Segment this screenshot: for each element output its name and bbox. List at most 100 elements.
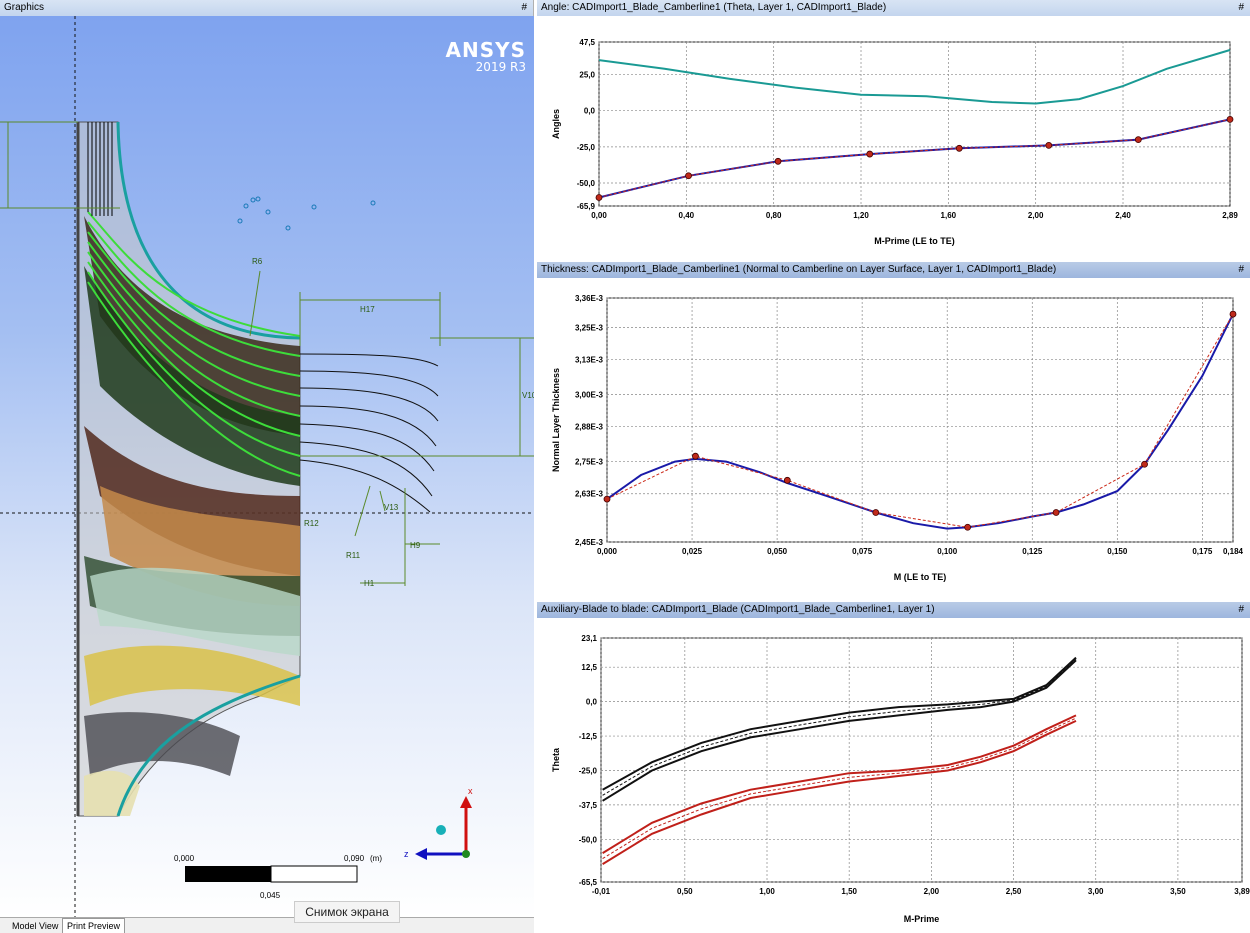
data-point [603,495,611,503]
data-point [1052,509,1060,516]
scale-start: 0,000 [174,854,195,863]
x-tick-label: 0,100 [937,547,958,556]
y-axis-label: Angles [551,109,561,139]
x-tick-label: 0,075 [852,547,873,556]
x-tick-label: 0,80 [766,211,782,220]
data-point [1226,115,1234,123]
y-tick-label: -50,0 [579,835,598,844]
x-tick-label: 1,20 [853,211,869,220]
y-tick-label: -25,0 [579,766,598,775]
graphics-titlebar: Graphics # [0,0,533,16]
x-tick-label: 0,000 [597,547,618,556]
thickness-chart-titlebar: Thickness: CADImport1_Blade_Camberline1 … [537,262,1250,278]
impeller-body [76,121,301,817]
data-point [692,452,699,460]
x-tick-label: -0,01 [592,887,611,896]
angle-chart-panel: Angle: CADImport1_Blade_Camberline1 (The… [537,0,1250,256]
data-point [964,523,972,531]
control-points [237,196,376,231]
blade-model-view[interactable]: R6 H17 V10 V13 R11 H9 H1 R12 x [0,16,534,918]
data-point [1229,310,1237,318]
tab-model-view[interactable]: Model View [12,921,59,931]
dim-r11[interactable]: R11 [346,551,361,560]
plot-area [598,41,1231,207]
data-point [1141,460,1148,468]
y-tick-label: 47,5 [579,38,595,47]
thickness-chart-panel: Thickness: CADImport1_Blade_Camberline1 … [537,262,1250,598]
x-tick-label: 3,50 [1170,887,1186,896]
dim-h1[interactable]: H1 [364,579,375,588]
pin-icon[interactable]: # [521,2,527,13]
y-tick-label: 0,0 [586,698,598,707]
series-line-2 [598,118,1231,198]
series-line-3 [602,714,1077,854]
y-tick-label: -65,5 [579,878,598,887]
x-tick-label: 1,50 [841,887,857,896]
ansys-logo: ANSYS 2019 R3 [445,40,526,74]
scale-mid: 0,045 [260,891,281,900]
blade-section-lines [87,211,301,477]
data-point [595,194,603,201]
y-tick-label: -25,0 [577,143,596,152]
pin-icon[interactable]: # [1238,2,1244,13]
angle-chart-titlebar: Angle: CADImport1_Blade_Camberline1 (The… [537,0,1250,16]
tab-print-preview[interactable]: Print Preview [62,918,126,933]
blade-to-blade-chart[interactable]: -0,01 0,50 1,00 1,50 2,00 2,50 3,00 3,50 3,89 23,… [537,618,1250,933]
x-axis-label: M-Prime (LE to TE) [874,236,955,246]
view-tabs: Model View Print Preview [0,917,534,933]
y-tick-label: -65,9 [577,202,596,211]
y-tick-label: -37,5 [579,801,598,810]
data-point [872,509,880,516]
x-tick-label: 0,184 [1223,547,1244,556]
graphics-viewport[interactable]: ANSYS 2019 R3 [0,16,534,918]
dim-h9[interactable]: H9 [410,541,421,550]
y-tick-label: 3,13E-3 [575,356,604,365]
y-tick-label: 2,45E-3 [575,538,604,547]
inlet-lines [87,122,113,216]
x-tick-label: 1,00 [759,887,775,896]
axis-triad[interactable]: x z [404,786,473,860]
x-tick-label: 2,00 [924,887,940,896]
y-tick-label: 3,00E-3 [575,391,604,400]
angle-chart-title: Angle: CADImport1_Blade_Camberline1 (The… [541,2,887,13]
x-tick-label: 0,150 [1107,547,1128,556]
pin-icon[interactable]: # [1238,264,1244,275]
dim-h17[interactable]: H17 [360,305,375,314]
x-tick-label: 2,89 [1222,211,1238,220]
thickness-chart-title: Thickness: CADImport1_Blade_Camberline1 … [541,264,1057,275]
thickness-chart[interactable]: 0,000 0,025 0,050 0,075 0,100 0,125 0,150 0,175… [537,278,1250,598]
triad-z-label: z [404,849,409,859]
pin-icon[interactable]: # [1238,604,1244,615]
triad-x-label: x [468,786,473,796]
x-tick-label: 0,40 [679,211,695,220]
x-axis-label: M-Prime [904,914,940,924]
x-axis-label: M (LE to TE) [894,572,947,582]
dim-r12[interactable]: R12 [304,519,319,528]
blade-to-blade-chart-title: Auxiliary-Blade to blade: CADImport1_Bla… [541,604,935,615]
series-line-0 [602,656,1077,791]
series-line-0 [606,313,1234,530]
x-tick-label: 0,025 [682,547,703,556]
y-tick-label: 2,88E-3 [575,423,604,432]
blade-to-blade-chart-titlebar: Auxiliary-Blade to blade: CADImport1_Bla… [537,602,1250,618]
graphics-panel: Graphics # ANSYS 2019 R3 [0,0,534,933]
angle-chart[interactable]: 0,00 0,40 0,80 1,20 1,60 2,00 2,40 2,89 47,5 25,0… [537,16,1250,256]
x-tick-label: 2,00 [1028,211,1044,220]
y-tick-label: 23,1 [581,634,597,643]
y-tick-label: 12,5 [581,663,597,672]
dim-v10[interactable]: V10 [522,391,534,400]
x-tick-label: 0,050 [767,547,788,556]
y-tick-label: 3,25E-3 [575,323,604,332]
series-line-0 [598,49,1231,105]
y-tick-label: 2,75E-3 [575,458,604,467]
data-point [955,144,963,152]
scale-end: 0,090 [344,854,365,863]
data-point [783,476,791,484]
dim-v13[interactable]: V13 [384,503,399,512]
x-tick-label: 0,00 [591,211,607,220]
outlet-curves [299,353,439,513]
y-tick-label: 3,36E-3 [575,294,604,303]
dim-r6[interactable]: R6 [252,257,263,266]
logo-brand: ANSYS [445,38,526,62]
x-tick-label: 3,89 [1234,887,1250,896]
